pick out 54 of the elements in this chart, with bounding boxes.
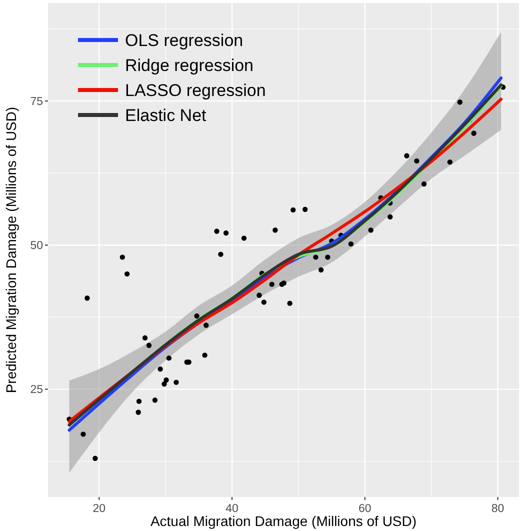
y-tick-label: 25 [30,384,43,396]
point [269,282,274,287]
y-tick-label: 75 [30,96,43,108]
x-axis-title: Actual Migration Damage (Millions of USD) [150,513,417,529]
legend-label: Ridge regression [125,56,254,75]
point [162,381,167,387]
point [202,352,208,358]
point [325,254,330,260]
point [218,252,224,257]
point [92,456,98,461]
point [146,342,152,348]
point [318,267,324,272]
point [447,159,453,165]
point [388,214,393,220]
y-axis-title: Predicted Migration Damage (Millions of USD) [3,106,19,394]
point [84,296,90,301]
point [457,100,462,105]
point [80,432,86,437]
legend-label: LASSO regression [125,81,266,100]
point [136,410,141,415]
point [152,398,158,403]
point [287,300,292,306]
point [290,207,296,213]
point [256,292,262,298]
point [421,181,427,187]
point [124,271,130,277]
point [404,153,410,158]
point [471,130,476,136]
y-tick-label: 50 [30,240,43,252]
point [241,236,247,241]
legend-label: Elastic Net [125,106,207,125]
point [313,254,318,260]
x-tick-label: 20 [92,503,106,515]
point [272,228,278,233]
x-tick-label: 80 [491,503,504,515]
point [302,206,308,212]
point [164,377,169,383]
point [368,228,374,233]
point [348,241,354,247]
point [142,335,148,341]
point [223,230,229,236]
point [136,398,142,404]
point [158,366,163,372]
point [204,322,209,328]
point [166,355,172,361]
point [414,158,420,164]
point [174,380,179,385]
point [120,254,126,260]
x-tick-label: 40 [226,503,238,515]
point [214,228,220,234]
x-tick-label: 60 [358,503,372,515]
legend-label: OLS regression [125,31,244,50]
point [261,300,267,305]
point [194,313,200,319]
